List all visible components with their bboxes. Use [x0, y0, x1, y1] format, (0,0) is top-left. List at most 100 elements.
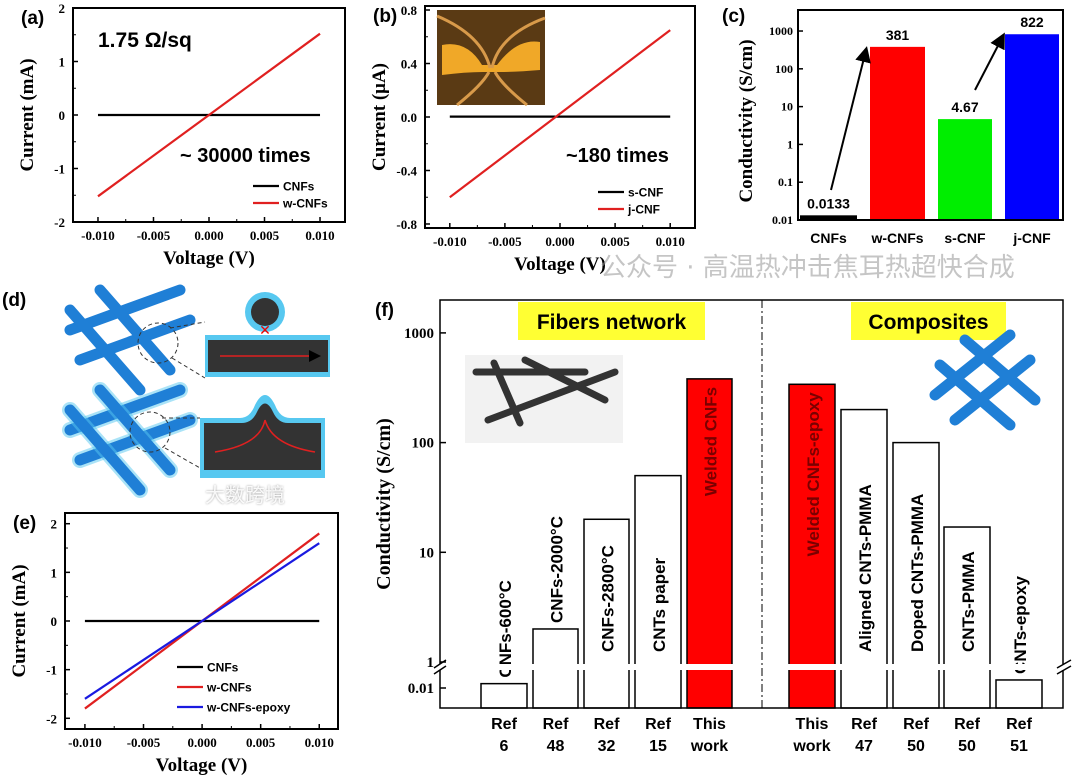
x-tick-label: 0.010 [305, 228, 334, 243]
y-axis-label: Conductivity (S/cm) [373, 418, 395, 590]
ref-label: 15 [649, 738, 667, 755]
nanofiber-rod [64, 304, 146, 396]
zoom-circle [129, 411, 171, 453]
arrow-icon [830, 46, 871, 191]
y-tick-label: 0.0 [401, 110, 417, 125]
x-tick-label: 0.000 [187, 735, 216, 750]
bar-label: CNFs-2800°C [599, 545, 618, 652]
current-path-arrow [214, 419, 316, 453]
x-axis-label: Voltage (V) [163, 248, 255, 269]
legend-label: s-CNF [628, 186, 663, 200]
data-label: 822 [1020, 14, 1044, 30]
ref-label: Ref [543, 716, 569, 733]
y-tick-label: 0.4 [401, 57, 418, 72]
chart-panel-b: (b) -0.010 -0.005 0.000 0.005 0.010 -0.8 -0.4 0.… [369, 3, 696, 275]
bar-group: CNTs-epoxy Ref 51 [995, 575, 1043, 755]
bar-label: Doped CNTs-PMMA [908, 494, 927, 652]
y-axis-label: Current (mA) [17, 58, 38, 171]
electrode-pattern [442, 41, 540, 75]
bar-label: CNTs-PMMA [959, 551, 978, 652]
x-tick-label: -0.010 [68, 735, 102, 750]
annotation: ~ 30000 times [180, 145, 311, 167]
ref-label: work [690, 738, 728, 755]
group-label-bg [518, 302, 705, 340]
bar-group: Welded CNFs-epoxy This work [788, 383, 836, 755]
ref-label: Ref [954, 716, 980, 733]
panel-d-schematic: (d) ✕ [2, 284, 330, 498]
x-tick-label: -0.010 [81, 228, 115, 243]
panel-label: (c) [722, 6, 745, 27]
y-tick-label: 2 [51, 517, 58, 532]
axis-break [1060, 664, 1066, 670]
y-tick-label: 0.01 [408, 681, 434, 697]
y-tick-label: -2 [54, 215, 65, 230]
chart-panel-c: (c) 0.0133 CNFs 381 w-CNFs 4.67 s-CNF 822 j-CNF 0… [722, 6, 1064, 246]
x-tick-label: 0.000 [545, 234, 574, 249]
panel-label: (a) [21, 8, 44, 29]
y-axis-label: Current (mA) [9, 564, 30, 677]
junction-barrier-icon: ✕ [259, 322, 271, 338]
ref-label: Ref [594, 716, 620, 733]
bar-Doped CNTs-PMMA [892, 441, 940, 709]
y-tick-label: 0.8 [401, 3, 418, 18]
y-tick-label: -1 [54, 162, 65, 177]
y-tick-label: 10 [781, 100, 793, 114]
x-tick-label: CNFs [810, 230, 847, 246]
electrode-leads [436, 14, 546, 107]
x-tick-label: w-CNFs [870, 230, 923, 246]
ref-label: Ref [851, 716, 877, 733]
zoom-circle [137, 322, 179, 364]
x-tick-label: 0.005 [600, 234, 630, 249]
bar-CNFs-2800°C [583, 518, 630, 709]
legend-label: CNFs [283, 180, 315, 194]
y-tick-label: 100 [775, 62, 793, 76]
ref-label: 51 [1010, 738, 1028, 755]
composite-network-icon [929, 329, 1041, 431]
data-label: 381 [886, 27, 910, 43]
bar-group: Aligned CNTs-PMMA Ref 47 [840, 408, 888, 755]
x-tick-label: j-CNF [1012, 230, 1051, 246]
x-tick-label: 0.010 [305, 735, 334, 750]
bar-Welded CNFs [686, 378, 733, 709]
legend-label: j-CNF [627, 203, 660, 217]
x-axis-label: Voltage (V) [514, 254, 606, 275]
x-tick-label: 0.010 [656, 234, 685, 249]
bar-label: Welded CNFs-epoxy [804, 392, 823, 557]
y-tick-label: 1000 [769, 24, 793, 38]
ref-label: This [796, 716, 829, 733]
watermark-main: 公众号 · 高温热冲击焦耳热超快合成 [600, 253, 1015, 283]
y-tick-label: -0.8 [396, 217, 417, 232]
ref-label: 47 [855, 738, 873, 755]
bar-group: Welded CNFs This work [686, 378, 733, 755]
legend-label: w-CNFs [282, 197, 328, 211]
fiber-network-icon [472, 356, 619, 427]
y-tick-label: 0 [51, 614, 58, 629]
plot-frame [797, 9, 1064, 221]
bar-label: CNTs paper [650, 557, 669, 652]
group-label: Fibers network [537, 311, 687, 334]
ref-label: Ref [903, 716, 929, 733]
group-label-bg [851, 302, 1006, 340]
ref-label: Ref [1006, 716, 1032, 733]
y-tick-label: 100 [412, 436, 435, 452]
bar-label: CNTs-epoxy [1011, 575, 1030, 673]
fiber-core [251, 298, 279, 326]
nanofiber-rod [94, 384, 176, 476]
data-label: 4.67 [951, 99, 978, 115]
y-tick-label: 0.01 [772, 213, 793, 227]
bar-group: CNTs paper Ref 15 [634, 474, 682, 755]
nanofiber-rod [64, 404, 146, 496]
y-axis-label: Current (μA) [369, 63, 390, 171]
ref-label: This [693, 716, 726, 733]
y-tick-label: 1000 [404, 326, 434, 342]
x-tick-label: s-CNF [944, 230, 986, 246]
legend-label: CNFs [207, 661, 239, 675]
ref-label: 6 [500, 738, 509, 755]
legend-label: w-CNFs-epoxy [206, 701, 291, 715]
y-tick-label: 2 [59, 1, 66, 16]
ref-label: 48 [547, 738, 565, 755]
y-tick-label: -0.4 [396, 163, 417, 178]
bar-label: Welded CNFs [702, 387, 721, 496]
bar-Welded CNFs-epoxy [788, 383, 836, 709]
y-tick-label: 1 [787, 137, 793, 151]
